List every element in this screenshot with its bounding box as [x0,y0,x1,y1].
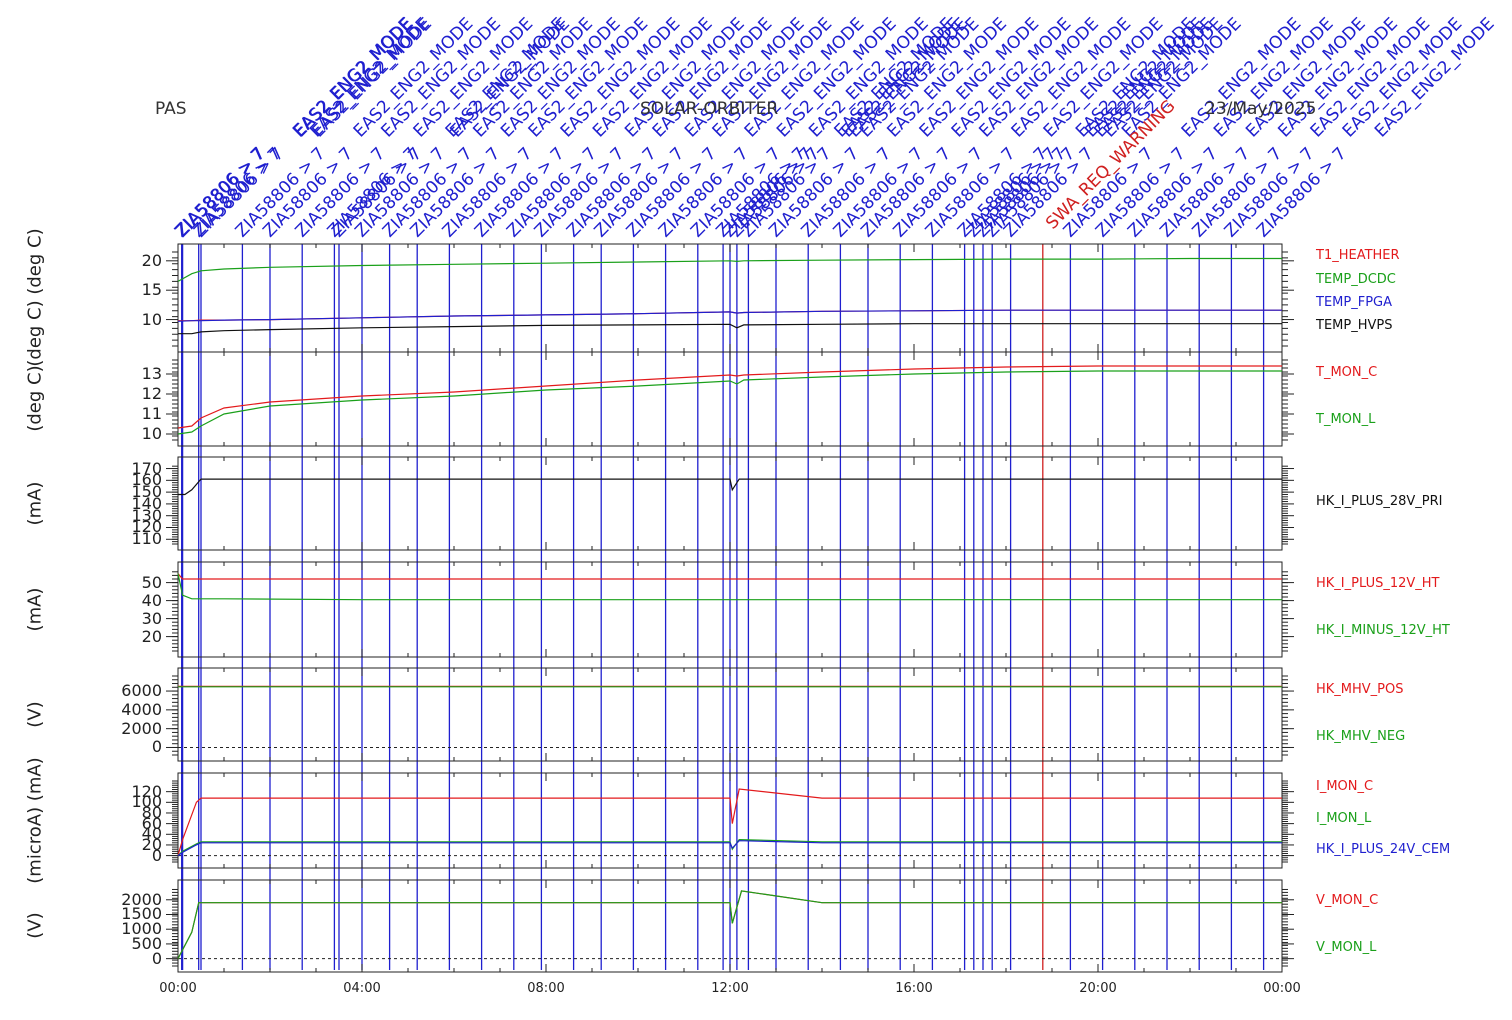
y-tick-label: 80 [141,802,162,822]
panel-mcp-high-voltage [166,667,1294,762]
y-tick-label: 110 [131,529,162,549]
x-tick-label: 00:00 [1263,981,1301,996]
panel-monitor-currents [166,772,1294,869]
legend-label: HK_I_PLUS_28V_PRI [1316,494,1443,509]
y-tick-label: 0 [151,737,162,757]
legend-label: TEMP_FPGA [1316,295,1392,310]
legend-label: T1_HEATHER [1316,248,1400,263]
y-tick-label: 50 [141,572,162,592]
series-line-temp-hvps [178,323,1282,335]
y-tick-label: 130 [131,505,162,525]
legend-label: HK_I_PLUS_24V_CEM [1316,842,1451,857]
mission-name: SOLAR-ORBITER [640,99,779,119]
y-tick-label: 60 [141,813,162,833]
legend-label: I_MON_C [1316,779,1374,794]
y-tick-label: 100 [131,792,162,812]
y-tick-label: 10 [141,424,162,443]
y-tick-label: 6000 [121,681,162,701]
legend-label: TEMP_HVPS [1316,318,1393,333]
panel-monitor-voltages [166,879,1294,973]
y-tick-label: 20 [141,834,162,854]
y-tick-label: 40 [141,824,162,844]
y-tick-label: 13 [141,364,162,383]
y-tick-label: 140 [131,493,162,513]
y-tick-label: 160 [131,470,162,490]
series-line-hk-i-plus-28v-pri [178,478,1282,496]
y-tick-label: 150 [131,482,162,502]
y-tick-label: 0 [151,948,162,968]
panel-primary-current [166,456,1294,551]
legend-label: V_MON_L [1316,940,1377,955]
y-tick-label: 500 [131,933,162,953]
y-tick-label: 10 [141,309,162,329]
legend-label: HK_MHV_NEG [1316,729,1406,744]
y-tick-label: 15 [141,280,162,300]
x-tick-label: 00:00 [159,981,197,996]
panel-sensor-temperatures [166,351,1294,447]
series-line-temp-dcdc [177,257,1282,282]
legend-label: T_MON_L [1316,412,1376,427]
y-tick-label: 2000 [121,889,162,909]
y-tick-label: 170 [131,458,162,478]
panel-heater-currents [166,561,1294,658]
y-tick-label: 120 [131,517,162,537]
series-line-v-mon-l [177,890,1282,959]
y-tick-label: 1000 [121,919,162,939]
legend-label: V_MON_C [1316,893,1379,908]
series-line-t-mon-c [177,365,1282,429]
y-tick-label: 12 [141,384,162,403]
y-tick-label: 30 [141,608,162,628]
series-line-hk-i-plus-12v-ht [177,573,1282,580]
series-line-temp-fpga [177,309,1282,322]
y-tick-label: 2000 [121,718,162,738]
y-tick-label: 20 [141,626,162,646]
series-line-t-mon-l [177,370,1282,435]
legend-label: I_MON_L [1316,811,1372,826]
legend-label: HK_I_PLUS_12V_HT [1316,576,1440,591]
series-line-hk-i-minus-12v-ht [177,573,1282,601]
x-tick-label: 16:00 [895,981,933,996]
y-tick-label: 11 [141,404,162,423]
y-tick-label: 4000 [121,699,162,719]
y-tick-label: 40 [141,590,162,610]
legend-label: HK_MHV_POS [1316,682,1404,697]
series-line-i-mon-c [177,788,1282,856]
y-tick-label: 1500 [121,904,162,924]
y-tick-label: 120 [131,781,162,801]
y-tick-label: 0 [151,845,162,865]
x-tick-label: 04:00 [343,981,381,996]
series-line-i-mon-l [177,838,1282,857]
legend-label: T_MON_C [1316,365,1378,380]
y-tick-label: 20 [141,250,162,270]
plot-date: 23/May/2025 [1205,99,1317,119]
x-tick-label: 20:00 [1079,981,1117,996]
y-axis-label: (V) [24,912,46,939]
series-line-hk-i-plus-24v-cem [177,840,1282,857]
instrument-name: PAS [155,99,187,119]
x-tick-label: 12:00 [711,981,749,996]
legend-label: TEMP_DCDC [1316,272,1396,287]
x-tick-label: 08:00 [527,981,565,996]
event-markers [181,244,1265,970]
legend-label: HK_I_MINUS_12V_HT [1316,623,1450,638]
